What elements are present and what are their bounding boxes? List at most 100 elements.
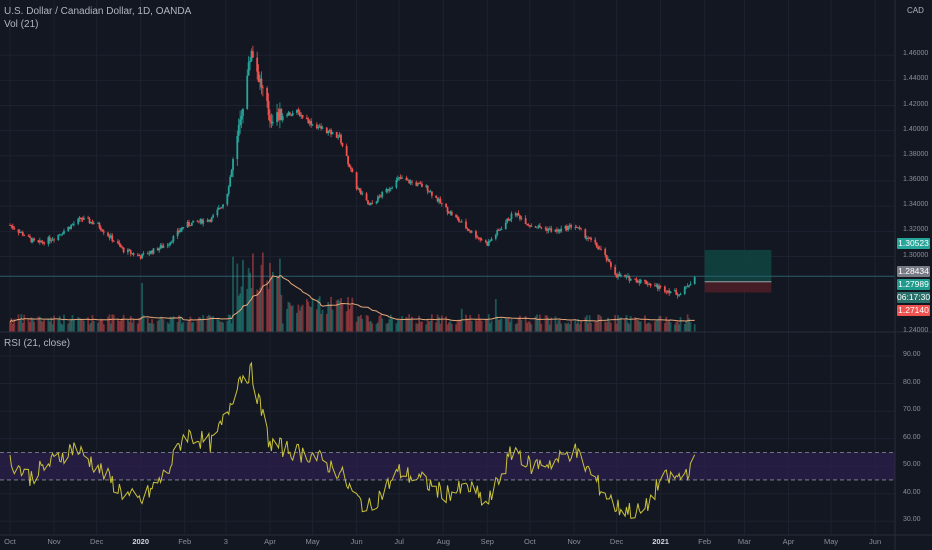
candle-body [261,87,264,89]
volume-bar [57,319,60,332]
candle-body [604,248,607,255]
candle-body [108,236,111,238]
volume-bar [619,317,622,332]
candle-body [237,125,240,136]
candle-body [519,215,521,220]
volume-bar [479,319,482,332]
candle-body [477,237,480,239]
volume-bar [10,318,13,332]
volume-bar [517,318,520,332]
volume-bar [300,306,303,332]
volume-bar [61,324,64,332]
volume-bar [250,287,253,332]
candle-body [385,189,388,193]
candle-body [534,226,537,228]
volume-bar [595,322,598,332]
candle-body [286,115,288,117]
volume-bar [132,318,135,332]
candle-body [48,237,51,242]
candle-body [152,248,155,254]
volume-indicator-label[interactable]: Vol (21) [4,19,39,30]
volume-bar [151,318,153,332]
volume-bar [92,320,95,332]
candle-body [30,237,33,243]
volume-bar [645,323,648,332]
volume-bar [186,321,189,332]
volume-bar [634,317,636,332]
candle-body [544,228,547,230]
volume-bar [609,322,612,332]
candle-body [82,217,85,220]
candle-body [109,235,112,238]
candle-body [131,253,134,254]
volume-bar [428,321,430,332]
time-tick-label: Apr [264,537,276,546]
candle-body [455,215,457,218]
volume-bar [588,315,591,332]
volume-bar [516,323,519,332]
volume-bar [385,323,388,332]
candle-body [557,229,560,232]
candle-body [558,229,561,232]
candle-body [406,179,409,181]
volume-bar [509,322,511,332]
candle-body [161,245,163,248]
volume-bar [127,319,129,332]
candle-body [529,225,531,227]
volume-bar [109,323,112,332]
candle-body [638,280,641,283]
candle-body [338,134,341,138]
price-tick-label: 1.40000 [903,125,929,133]
candle-body [546,228,548,231]
volume-bar [459,319,462,332]
volume-bar [574,319,577,332]
candle-body [301,115,304,118]
candle-body [391,187,394,189]
symbol-title[interactable]: U.S. Dollar / Canadian Dollar, 1D, OANDA [4,6,192,17]
candle-body [256,57,259,72]
candle-body [588,237,591,239]
candle-body [53,239,55,241]
volume-bar [350,305,352,332]
volume-bar [529,322,531,332]
volume-bar [436,314,439,332]
volume-bar [288,302,291,332]
candle-body [117,241,119,244]
candle-body [381,192,384,197]
volume-bar [415,323,418,332]
candle-body [340,134,342,143]
volume-bar [489,323,492,332]
candle-body [421,184,423,187]
volume-bar [658,316,661,332]
volume-bar [161,318,163,332]
candle-body [460,221,463,223]
volume-bar [152,323,155,332]
volume-bar [237,295,240,332]
candle-body [428,191,430,192]
volume-bar [266,280,269,332]
candle-body [476,237,479,239]
candle-body [629,278,632,281]
candle-body [459,221,462,223]
volume-bar [117,318,119,332]
volume-bar [635,318,638,332]
candle-body [281,116,284,121]
volume-bar [668,320,671,332]
candle-body [436,197,439,202]
volume-bar [371,323,374,332]
rsi-indicator-label[interactable]: RSI (21, close) [4,338,71,349]
candle-body [607,259,609,261]
volume-bar [689,321,692,332]
volume-ma-line [9,275,695,323]
volume-bar [119,320,122,332]
volume-bar [41,321,44,332]
volume-bar [466,319,469,332]
volume-bar [226,321,229,332]
volume-bar [17,314,20,332]
volume-bar [271,271,274,332]
candle-body [507,218,510,221]
volume-bar [347,297,349,332]
volume-bar [166,322,169,332]
candle-body [499,229,501,231]
